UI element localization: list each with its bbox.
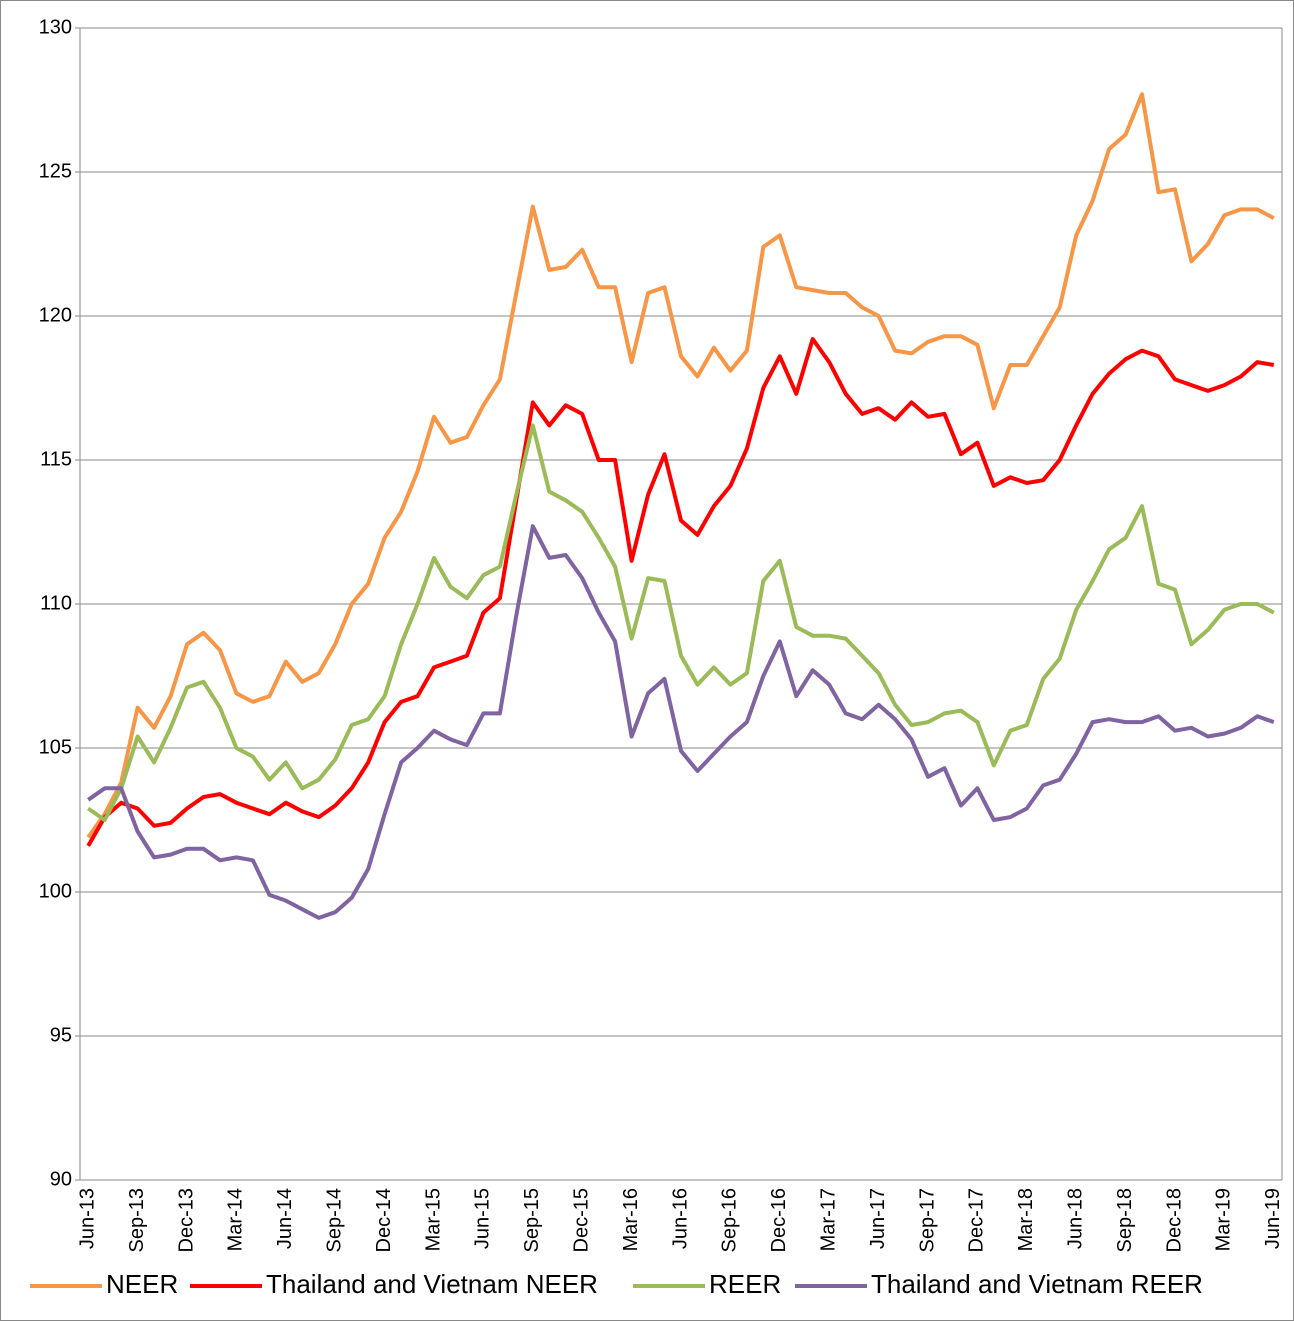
x-tick-label: Sep-17 — [916, 1188, 938, 1253]
x-tick-label: Mar-15 — [422, 1188, 444, 1251]
x-tick-label: Dec-14 — [373, 1188, 395, 1252]
x-tick-label: Mar-16 — [620, 1188, 642, 1251]
x-tick-label: Jun-17 — [867, 1188, 889, 1249]
x-tick-label: Mar-17 — [817, 1188, 839, 1251]
legend-label: Thailand and Vietnam NEER — [266, 1269, 598, 1299]
x-tick-label: Mar-18 — [1015, 1188, 1037, 1251]
x-tick-label: Sep-16 — [719, 1188, 741, 1253]
x-tick-label: Jun-19 — [1262, 1188, 1284, 1249]
series-line — [87, 524, 1275, 920]
series-line — [87, 423, 1275, 822]
x-tick-label: Jun-18 — [1064, 1188, 1086, 1249]
series-line — [86, 337, 1275, 847]
y-tick-label: 90 — [50, 1168, 72, 1190]
legend-label: Thailand and Vietnam REER — [871, 1269, 1203, 1299]
y-tick-label: 95 — [50, 1024, 72, 1046]
x-tick-label: Mar-19 — [1213, 1188, 1235, 1251]
x-tick-label: Dec-13 — [175, 1188, 197, 1252]
x-tick-label: Sep-13 — [126, 1188, 148, 1253]
x-tick-label: Jun-15 — [472, 1188, 494, 1249]
x-tick-label: Dec-16 — [768, 1188, 790, 1252]
x-tick-label: Jun-14 — [274, 1188, 296, 1249]
x-tick-label: Dec-18 — [1163, 1188, 1185, 1252]
x-tick-label: Dec-15 — [570, 1188, 592, 1252]
y-tick-label: 105 — [39, 736, 72, 758]
x-tick-label: Sep-15 — [521, 1188, 543, 1253]
x-tick-label: Jun-13 — [77, 1188, 99, 1249]
x-tick-label: Sep-14 — [324, 1188, 346, 1253]
legend-label: NEER — [106, 1269, 178, 1299]
x-tick-label: Jun-16 — [669, 1188, 691, 1249]
x-tick-label: Sep-18 — [1114, 1188, 1136, 1253]
y-tick-label: 125 — [39, 160, 72, 182]
y-tick-label: 115 — [40, 448, 72, 470]
y-tick-label: 110 — [40, 592, 72, 614]
x-tick-label: Dec-17 — [966, 1188, 988, 1252]
y-tick-label: 100 — [39, 880, 72, 902]
series-line — [86, 92, 1275, 839]
legend-label: REER — [709, 1269, 781, 1299]
x-tick-label: Mar-14 — [225, 1188, 247, 1251]
y-tick-label: 130 — [39, 16, 72, 38]
y-tick-label: 120 — [39, 304, 72, 326]
